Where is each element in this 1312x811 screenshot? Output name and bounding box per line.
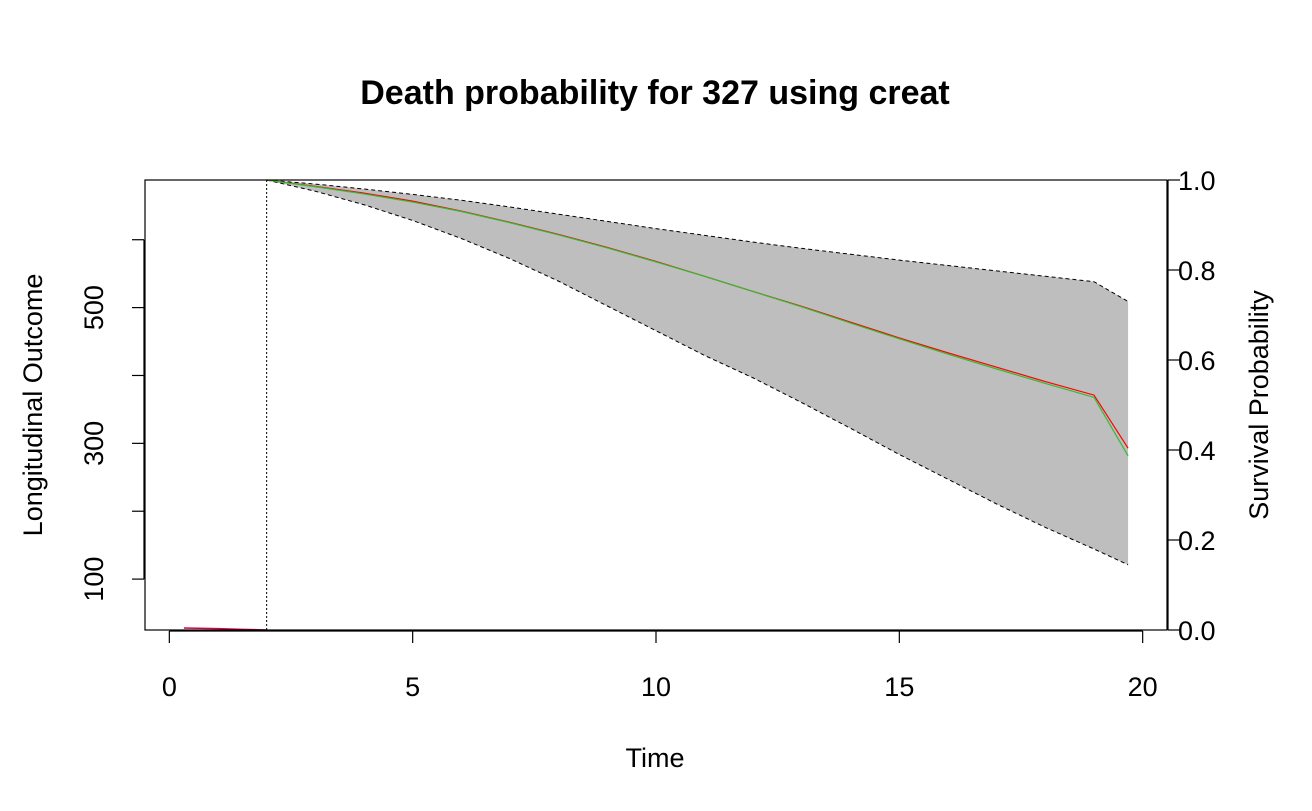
confidence-band	[266, 180, 1129, 565]
survival-median-line	[266, 179, 1129, 457]
x-tick-label: 0	[162, 672, 177, 702]
right-y-tick-label: 0.4	[1178, 436, 1216, 466]
right-y-tick-label: 0.2	[1178, 526, 1216, 556]
left-y-tick-label: 500	[79, 285, 109, 330]
left-y-tick-label: 300	[79, 421, 109, 466]
series-line-layer	[183, 179, 1129, 631]
chart-title: Death probability for 327 using creat	[360, 74, 949, 112]
right-y-tick-label: 0.8	[1178, 256, 1216, 286]
right-y-axis-label: Survival Probability	[1244, 290, 1274, 520]
right-y-tick-label: 0.6	[1178, 346, 1216, 376]
right-y-tick-label: 0.0	[1178, 616, 1216, 646]
x-tick-label: 15	[884, 672, 914, 702]
right-y-tick-label: 1.0	[1178, 166, 1216, 196]
plot-box	[144, 179, 1168, 631]
x-tick-label: 10	[641, 672, 671, 702]
x-tick-label: 20	[1128, 672, 1158, 702]
x-axis-label: Time	[626, 743, 685, 773]
left-y-tick-label: 100	[79, 557, 109, 602]
confidence-band-layer	[266, 180, 1129, 565]
left-y-axis-label: Longitudinal Outcome	[18, 274, 48, 537]
x-tick-label: 5	[405, 672, 420, 702]
upper-bound-line	[266, 179, 1129, 302]
axes-layer: 0 5 10 15 20 100 300 500 0.0 0.2 0.4 0.6 0.8 1.0	[79, 166, 1216, 702]
lower-bound-line	[266, 179, 1129, 566]
